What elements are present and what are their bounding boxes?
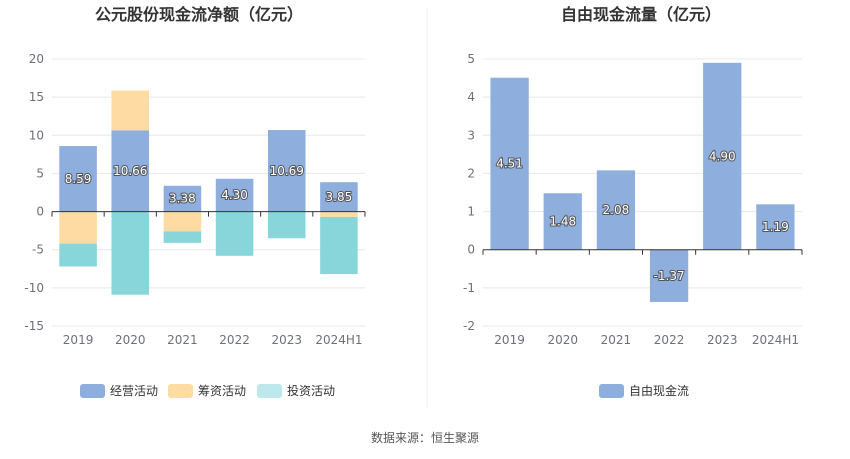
cashflow-x-tick-label: 2021 — [167, 333, 198, 347]
cashflow-bar-investing[interactable] — [267, 211, 306, 239]
fcf-y-tick-label: 3 — [467, 128, 475, 142]
cashflow-bar-investing[interactable] — [111, 211, 150, 295]
fcf-data-label: 4.51 — [496, 157, 523, 171]
fcf-y-tick-label: 0 — [467, 243, 475, 257]
fcf-y-tick-label: 5 — [467, 52, 475, 66]
free-cashflow-chart: 自由现金流量（亿元） -2 -1 0 1 2 3 4 5 2019 2020 2021 2022 202… — [463, 5, 803, 398]
cashflow-chart-title: 公元股份现金流净额（亿元） — [95, 5, 303, 24]
fcf-x-tick-label: 2022 — [654, 333, 685, 347]
legend-label-operating[interactable]: 经营活动 — [110, 384, 158, 398]
cashflow-y-tick-label: 0 — [36, 205, 44, 219]
cashflow-bar-financing[interactable] — [163, 211, 202, 232]
cashflow-x-tick-label: 2020 — [115, 333, 146, 347]
cashflow-y-tick-label: -5 — [32, 243, 44, 257]
cashflow-bar-investing[interactable] — [215, 211, 254, 256]
cashflow-bar-investing[interactable] — [59, 243, 97, 267]
fcf-bar-fcf[interactable] — [649, 249, 689, 302]
cashflow-y-tick-label: 20 — [29, 52, 44, 66]
cashflow-x-tick-label: 2023 — [271, 333, 302, 347]
cashflow-y-tick-label: 15 — [29, 90, 44, 104]
cashflow-bar-operating[interactable] — [320, 182, 358, 212]
cashflow-x-tick-label: 2022 — [219, 333, 250, 347]
fcf-x-tick-label: 2024H1 — [752, 333, 799, 347]
cashflow-y-tick-label: -10 — [24, 281, 44, 295]
cashflow-data-label: 3.38 — [169, 192, 196, 206]
cashflow-y-tick-label: 10 — [29, 128, 44, 142]
legend-label-fcf[interactable]: 自由现金流 — [629, 383, 689, 398]
fcf-data-label: 1.48 — [549, 214, 576, 228]
fcf-bar-fcf[interactable] — [596, 170, 636, 250]
fcf-legend: 自由现金流 — [599, 383, 689, 398]
cashflow-bar-investing[interactable] — [320, 216, 358, 275]
cashflow-data-labels: 8.59 10.66 3.38 4.30 10.69 3.85 — [64, 163, 354, 207]
fcf-bar-fcf[interactable] — [703, 62, 742, 250]
cashflow-data-label: 10.66 — [113, 164, 147, 178]
legend-swatch-investing[interactable] — [257, 384, 282, 398]
fcf-y-tick-label: 1 — [467, 205, 475, 219]
fcf-bar-fcf[interactable] — [490, 77, 529, 250]
cashflow-y-tick-label: -15 — [24, 319, 44, 333]
fcf-data-label: 1.19 — [762, 220, 789, 234]
fcf-y-tick-label: -1 — [463, 281, 475, 295]
cashflow-y-tick-label: 5 — [36, 166, 44, 180]
fcf-x-tick-label: 2021 — [601, 333, 632, 347]
fcf-grid: -2 -1 0 1 2 3 4 5 2019 2020 2021 2022 2023 2024H1 — [463, 52, 802, 347]
fcf-bar-fcf[interactable] — [543, 193, 582, 250]
cashflow-bar-operating[interactable] — [111, 130, 150, 212]
cashflow-bar-financing[interactable] — [320, 211, 358, 217]
cashflow-data-label: 4.30 — [221, 188, 248, 202]
fcf-x-tick-label: 2020 — [547, 333, 578, 347]
cashflow-data-label: 3.85 — [326, 190, 353, 204]
fcf-bars — [482, 62, 803, 302]
fcf-x-tick-label: 2023 — [707, 333, 738, 347]
cashflow-bar-operating[interactable] — [267, 130, 306, 212]
cashflow-data-label: 8.59 — [65, 172, 92, 186]
fcf-data-label: -1.37 — [654, 269, 685, 283]
cashflow-net-chart: 公元股份现金流净额（亿元） -15 -10 -5 0 5 10 15 20 2019 2020 20… — [24, 5, 366, 398]
cashflow-bar-operating[interactable] — [215, 178, 254, 212]
cashflow-bar-financing[interactable] — [111, 90, 150, 131]
legend-label-financing[interactable]: 筹资活动 — [198, 384, 246, 398]
fcf-chart-title: 自由现金流量（亿元） — [561, 5, 721, 24]
cashflow-bar-investing[interactable] — [163, 231, 202, 243]
legend-label-investing[interactable]: 投资活动 — [287, 383, 335, 398]
cashflow-grid: -15 -10 -5 0 5 10 15 20 2019 2020 2021 2022 2023 2024… — [24, 52, 365, 347]
fcf-data-labels: 4.51 1.48 2.08 -1.37 4.90 1.19 — [495, 148, 790, 284]
cashflow-legend: 经营活动 筹资活动 投资活动 — [80, 383, 335, 398]
cashflow-x-tick-label: 2024H1 — [315, 333, 362, 347]
fcf-data-label: 4.90 — [709, 149, 736, 163]
cashflow-data-label: 10.69 — [270, 164, 304, 178]
legend-swatch-fcf[interactable] — [599, 384, 624, 398]
fcf-y-tick-label: 4 — [467, 90, 475, 104]
legend-swatch-operating[interactable] — [80, 384, 105, 398]
cashflow-bar-operating[interactable] — [59, 146, 97, 212]
cashflow-x-tick-label: 2019 — [63, 333, 94, 347]
fcf-x-tick-label: 2019 — [494, 333, 525, 347]
cashflow-bar-operating[interactable] — [163, 185, 202, 212]
cashflow-bars — [51, 90, 366, 295]
fcf-bar-fcf[interactable] — [756, 204, 795, 250]
fcf-y-tick-label: 2 — [467, 166, 475, 180]
fcf-data-label: 2.08 — [603, 203, 630, 217]
legend-swatch-financing[interactable] — [168, 384, 193, 398]
cashflow-bar-financing[interactable] — [59, 211, 97, 244]
fcf-y-tick-label: -2 — [463, 319, 475, 333]
data-source-note: 数据来源：恒生聚源 — [371, 430, 479, 445]
